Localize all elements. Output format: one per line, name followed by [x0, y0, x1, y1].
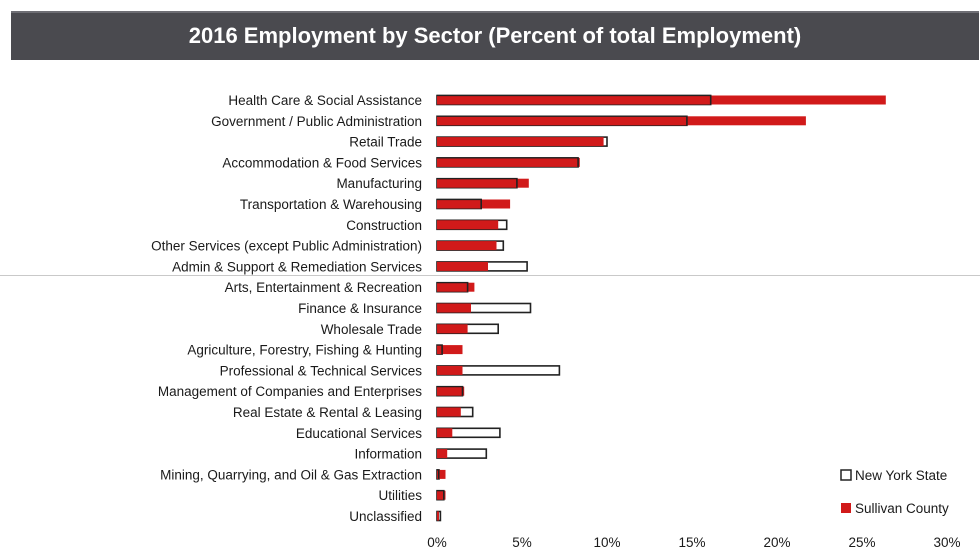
category-label: Management of Companies and Enterprises [158, 384, 422, 399]
bars [436, 94, 886, 522]
bar-sullivan-county [437, 116, 806, 126]
bar-sullivan-county [437, 137, 604, 147]
bar-sullivan-county [437, 386, 465, 396]
bar-sullivan-county [437, 157, 580, 167]
x-tick-label: 10% [593, 535, 620, 550]
bar-sullivan-county [437, 407, 461, 417]
bar-sullivan-county [437, 241, 497, 251]
bar-sullivan-county [437, 178, 529, 188]
x-tick-label: 0% [427, 535, 447, 550]
x-tick-label: 20% [763, 535, 790, 550]
legend-swatch-new-york-state [840, 469, 852, 481]
category-label: Agriculture, Forestry, Fishing & Hunting [187, 343, 422, 358]
category-label: Transportation & Warehousing [240, 197, 422, 212]
bar-sullivan-county [437, 324, 468, 334]
category-label: Retail Trade [349, 135, 422, 150]
category-label: Professional & Technical Services [220, 363, 423, 378]
legend-label-new-york-state: New York State [855, 468, 947, 483]
category-label: Finance & Insurance [298, 301, 422, 316]
bar-sullivan-county [437, 490, 446, 500]
category-label: Other Services (except Public Administra… [151, 239, 422, 254]
x-tick-label: 5% [512, 535, 532, 550]
category-label: Arts, Entertainment & Recreation [225, 280, 422, 295]
bar-sullivan-county [437, 365, 463, 375]
category-labels: Health Care & Social Assistance Governmen… [151, 93, 422, 524]
chart-title: 2016 Employment by Sector (Percent of to… [188, 23, 802, 48]
bar-sullivan-county [437, 303, 471, 313]
category-label: Utilities [378, 488, 422, 503]
bar-sullivan-county [437, 199, 511, 209]
category-label: Accommodation & Food Services [222, 155, 422, 170]
category-label: Unclassified [349, 509, 422, 524]
category-label: Real Estate & Rental & Leasing [233, 405, 422, 420]
chart-title-bar: 2016 Employment by Sector (Percent of to… [11, 11, 979, 60]
bar-sullivan-county [437, 345, 463, 355]
x-tick-label: 25% [848, 535, 875, 550]
category-label: Admin & Support & Remediation Services [172, 259, 422, 274]
legend-label-sullivan-county: Sullivan County [855, 501, 949, 516]
x-tick-label: 30% [933, 535, 960, 550]
category-label: Wholesale Trade [321, 322, 422, 337]
bar-sullivan-county [437, 449, 448, 459]
category-label: Mining, Quarrying, and Oil & Gas Extract… [160, 467, 422, 482]
divider-line [0, 275, 980, 276]
category-label: Manufacturing [336, 176, 422, 191]
legend: New York State Sullivan County [840, 468, 949, 516]
category-label: Health Care & Social Assistance [228, 93, 422, 108]
category-label: Government / Public Administration [211, 114, 422, 129]
bar-sullivan-county [437, 511, 439, 521]
category-label: Construction [346, 218, 422, 233]
bar-sullivan-county [437, 428, 453, 438]
category-label: Educational Services [296, 426, 422, 441]
category-label: Information [354, 447, 422, 462]
bar-sullivan-county [437, 95, 886, 105]
legend-swatch-sullivan-county [841, 503, 851, 513]
x-tick-label: 15% [678, 535, 705, 550]
bar-sullivan-county [437, 469, 446, 479]
bar-sullivan-county [437, 220, 499, 230]
bar-sullivan-county [437, 282, 475, 292]
x-axis-ticks: 0% 5% 10% 15% 20% 25% 30% [427, 535, 960, 550]
bar-sullivan-county [437, 261, 488, 271]
